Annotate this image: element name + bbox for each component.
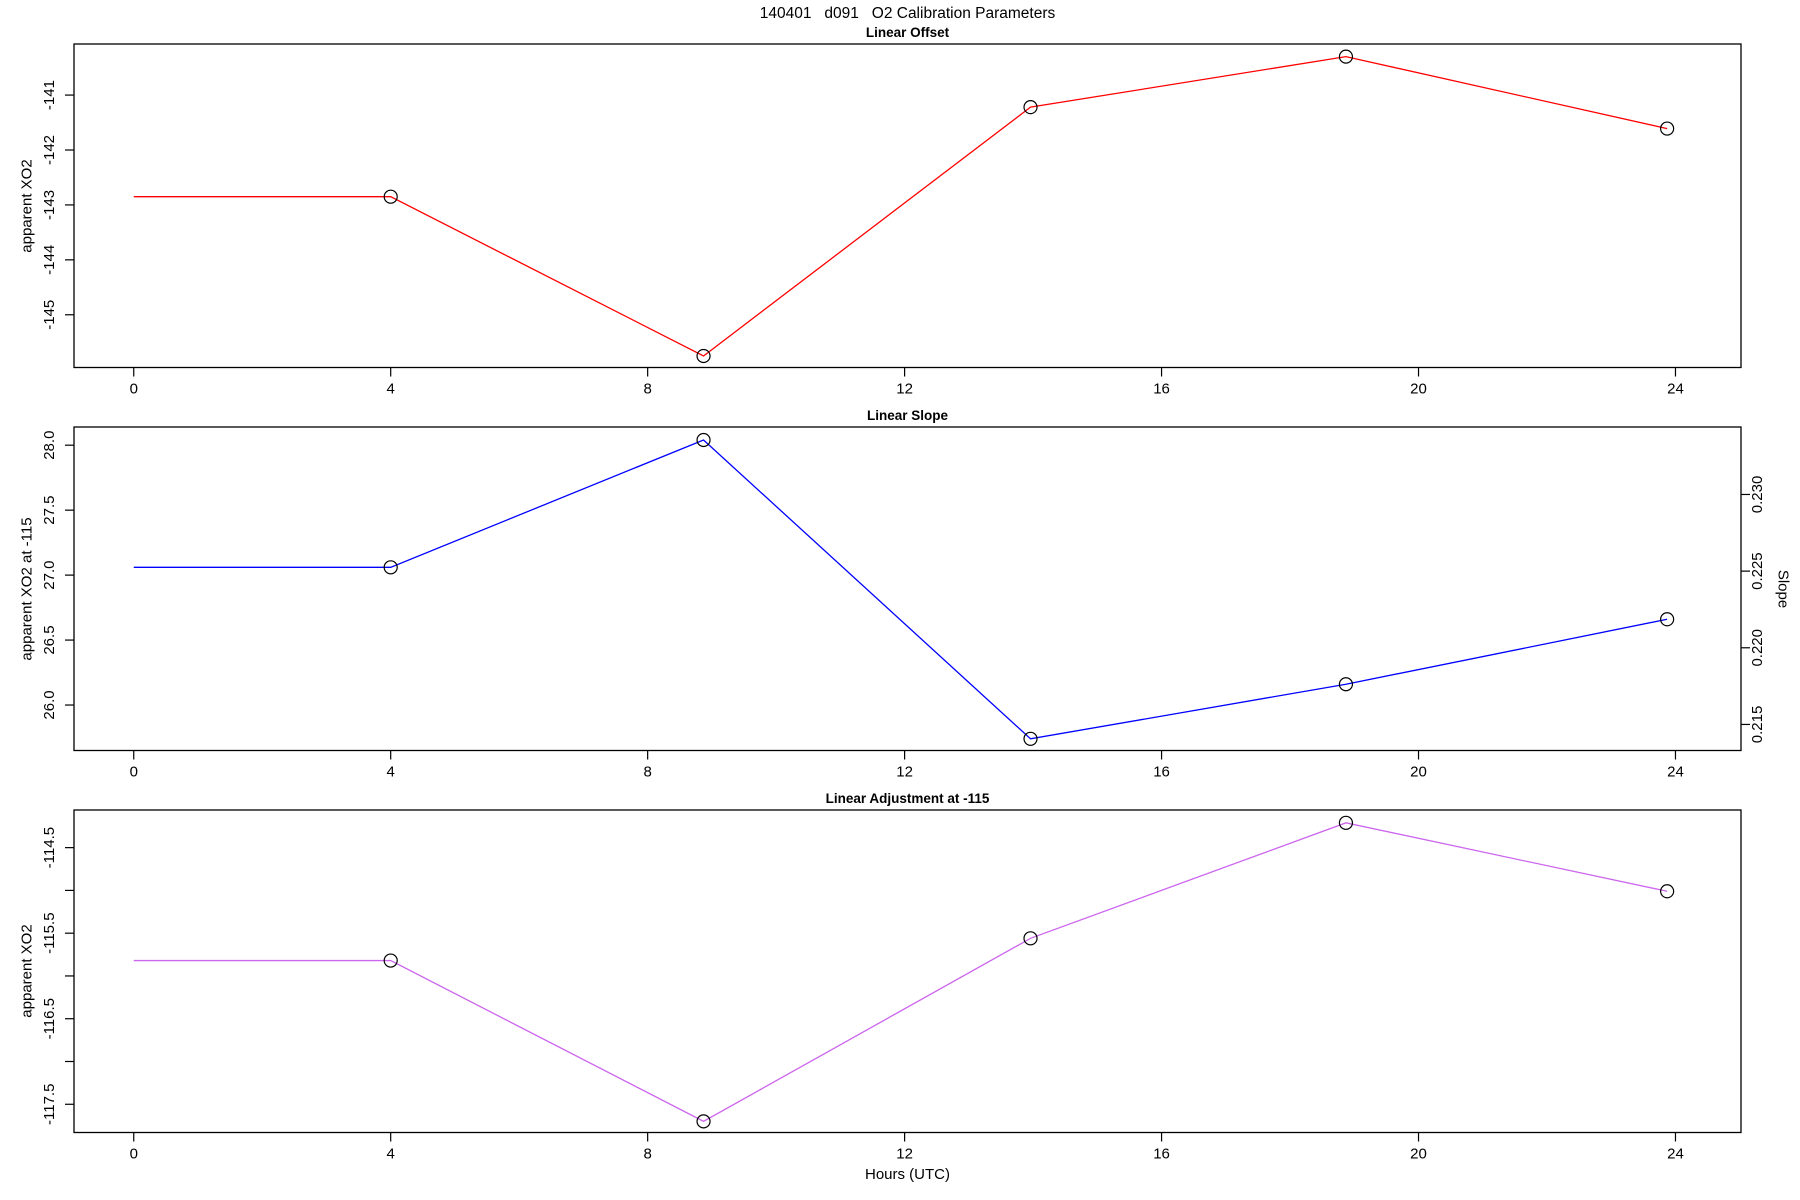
y-tick-label: 26.5: [41, 625, 58, 654]
x-tick-label: 20: [1410, 764, 1427, 781]
y-tick-label: -144: [41, 245, 58, 275]
data-point-marker: [1660, 121, 1675, 136]
plot-frame: [73, 426, 1742, 752]
x-tick-label: 24: [1667, 1146, 1684, 1163]
x-tick-label: 12: [896, 764, 913, 781]
data-line: [133, 822, 1668, 1123]
x-tick-label: 8: [643, 381, 651, 398]
panel-title-linear-slope: Linear Slope: [866, 408, 949, 423]
figure-title: 140401 d091 O2 Calibration Parameters: [759, 5, 1056, 22]
x-tick-label: 8: [643, 1146, 651, 1163]
panel-title-linear-adjustment: Linear Adjustment at -115: [825, 791, 990, 806]
y-tick-label: -141: [41, 80, 58, 110]
y-tick-label: 28.0: [41, 431, 58, 460]
plot-frame: [73, 43, 1742, 369]
x-tick-label: 16: [1153, 381, 1170, 398]
x-tick-label: 4: [387, 764, 395, 781]
data-line: [133, 55, 1668, 357]
y-tick-label: -117.5: [41, 1084, 58, 1125]
x-tick-label: 4: [387, 381, 395, 398]
data-point-marker: [696, 348, 711, 364]
data-point-marker: [1023, 931, 1038, 946]
data-point-marker: [696, 432, 711, 448]
x-tick-label: 12: [896, 381, 913, 398]
data-point-marker: [1660, 884, 1675, 899]
data-point-marker: [383, 189, 398, 204]
y-tick-label: 27.5: [41, 496, 58, 525]
x-axis-label: Hours (UTC): [865, 1166, 950, 1183]
data-point-marker: [1338, 677, 1354, 692]
x-tick-label: 8: [643, 764, 651, 781]
y-tick-label: -145: [41, 300, 58, 330]
data-point-marker: [696, 1114, 711, 1129]
right-y-tick-label: 0.220: [1749, 629, 1766, 667]
y-tick-label: -142: [41, 135, 58, 165]
y-tick-label: 26.0: [41, 690, 58, 719]
y-tick-label: -115.5: [41, 912, 58, 953]
x-tick-label: 20: [1410, 1146, 1427, 1163]
right-y-tick-label: 0.215: [1749, 706, 1766, 744]
plot-frame: [73, 809, 1742, 1134]
x-tick-label: 24: [1667, 381, 1684, 398]
y-tick-label: 27.0: [41, 561, 58, 590]
panel-title-linear-offset: Linear Offset: [865, 25, 950, 40]
data-point-marker: [1023, 731, 1038, 746]
data-point-marker: [1023, 100, 1038, 115]
data-point-marker: [1660, 612, 1675, 627]
y-tick-label: -116.5: [41, 998, 58, 1039]
x-tick-label: 4: [387, 1146, 395, 1163]
y-tick-label: -143: [41, 190, 58, 220]
x-tick-label: 12: [896, 1146, 913, 1163]
x-tick-label: 0: [130, 764, 138, 781]
x-tick-label: 0: [130, 1146, 138, 1163]
x-tick-label: 16: [1153, 1146, 1170, 1163]
x-tick-label: 0: [130, 381, 138, 398]
x-tick-label: 24: [1667, 764, 1684, 781]
right-y-tick-label: 0.230: [1749, 476, 1766, 514]
data-point-marker: [1338, 815, 1354, 830]
x-tick-label: 20: [1410, 381, 1427, 398]
y-tick-label: -114.5: [41, 827, 58, 868]
data-point-marker: [383, 953, 398, 968]
data-line: [133, 439, 1668, 740]
data-point-marker: [383, 560, 398, 575]
right-y-tick-label: 0.225: [1749, 552, 1766, 590]
x-tick-label: 16: [1153, 764, 1170, 781]
data-point-marker: [1338, 49, 1354, 64]
